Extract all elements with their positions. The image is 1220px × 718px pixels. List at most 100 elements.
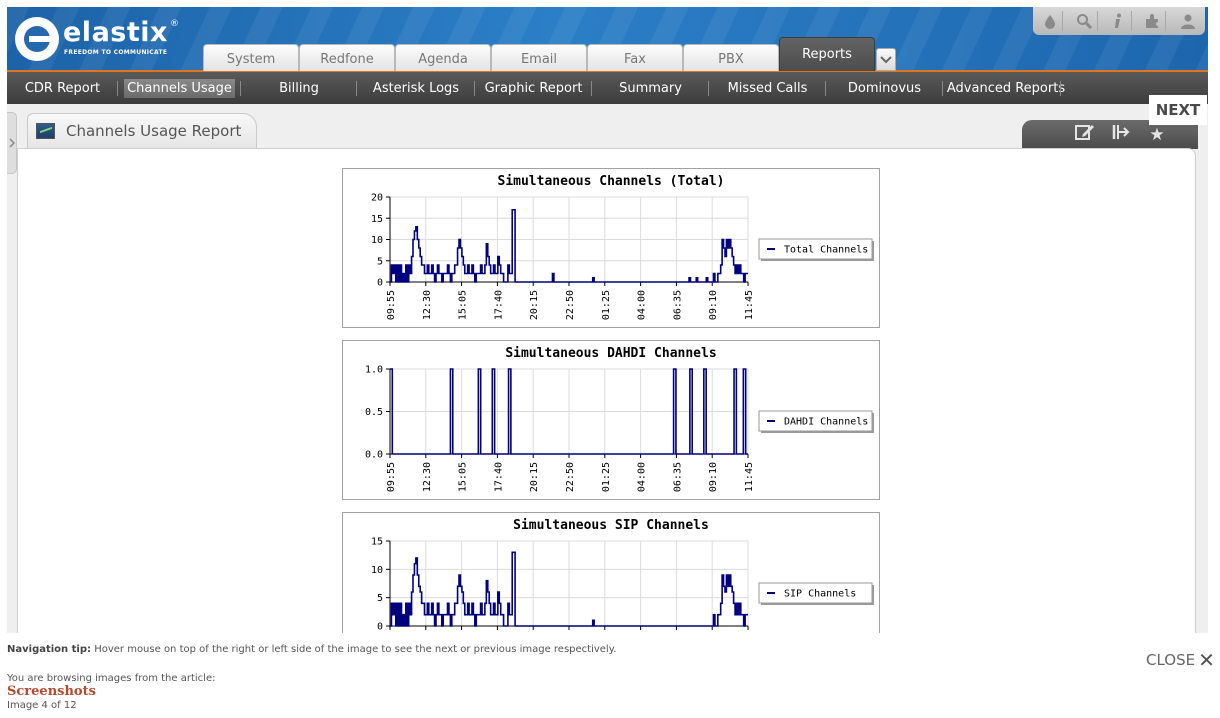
subnav-dominovus[interactable]: Dominovus xyxy=(826,72,943,104)
series-line xyxy=(390,551,748,627)
info-icon[interactable] xyxy=(1106,11,1132,31)
elastix-logo[interactable]: elastix ® FREEDOM TO COMMUNICATE xyxy=(15,15,205,65)
y-tick-label: 0.5 xyxy=(365,407,383,418)
subnav-divider xyxy=(1060,81,1061,96)
tab-fax[interactable]: Fax xyxy=(587,44,683,71)
chevron-right-icon xyxy=(8,138,15,148)
x-tick-label: 01:25 xyxy=(601,462,612,492)
y-tick-label: 10 xyxy=(371,565,383,576)
chart-title: Simultaneous SIP Channels xyxy=(513,518,709,533)
legend-box xyxy=(758,410,873,432)
subnav-label: Billing xyxy=(279,80,319,96)
header-bar: elastix ® FREEDOM TO COMMUNICATE System … xyxy=(7,7,1208,71)
tab-pbx[interactable]: PBX xyxy=(683,44,779,71)
chart-title: Simultaneous Channels (Total) xyxy=(498,174,725,189)
legend-label: DAHDI Channels xyxy=(784,417,868,428)
tab-reports[interactable]: Reports xyxy=(779,37,875,71)
subnav-label: Asterisk Logs xyxy=(372,80,460,96)
sip-channels-chart: 09:55 12:30 15:05 17:40 20:15 22:50 01:25 04:00… xyxy=(342,512,880,633)
x-tick-label: 06:35 xyxy=(672,462,683,492)
subnav-billing[interactable]: Billing xyxy=(241,72,357,104)
puzzle-icon[interactable] xyxy=(1140,11,1167,31)
y-tick-label: 0 xyxy=(377,622,383,633)
tab-system[interactable]: System xyxy=(203,44,299,71)
content-area: ★ Channels Usage Report 09:55 12:30 15:05 1… xyxy=(7,104,1208,633)
expand-icon[interactable] xyxy=(1110,123,1132,146)
subnav-asterisk-logs[interactable]: Asterisk Logs xyxy=(357,72,475,104)
total-channels-chart: 09:55 12:30 15:05 17:40 20:15 22:50 01:25 04:00… xyxy=(342,168,880,328)
x-tick-label: 17:40 xyxy=(493,290,504,320)
subnav-graphic-report[interactable]: Graphic Report xyxy=(475,72,592,104)
subnav-channels-usage[interactable]: Channels Usage xyxy=(118,72,241,104)
subnav-summary[interactable]: Summary xyxy=(592,72,709,104)
star-icon[interactable]: ★ xyxy=(1149,124,1165,145)
logo-text: elastix xyxy=(63,17,168,48)
legend-label: SIP Channels xyxy=(784,589,856,600)
screenshot-frame: elastix ® FREEDOM TO COMMUNICATE System … xyxy=(7,7,1208,633)
subnav-label: Summary xyxy=(619,80,682,96)
chart-title: Simultaneous DAHDI Channels xyxy=(505,346,716,361)
dahdi-channels-chart: 09:55 12:30 15:05 17:40 20:15 22:50 01:25 04:00… xyxy=(342,340,880,500)
edit-icon[interactable] xyxy=(1074,123,1096,146)
x-tick-label: 22:50 xyxy=(565,462,576,492)
series-line xyxy=(390,368,748,455)
x-tick-label: 09:55 xyxy=(386,290,397,320)
browse-text: You are browsing images from the article… xyxy=(7,673,216,684)
tabs-more-button[interactable] xyxy=(876,48,896,71)
left-collapse-handle[interactable] xyxy=(7,112,17,174)
panel-body: 09:55 12:30 15:05 17:40 20:15 22:50 01:25 04:00… xyxy=(17,148,1196,633)
x-tick-label: 12:30 xyxy=(422,462,433,492)
x-tick-label: 09:55 xyxy=(386,462,397,492)
article-link[interactable]: Screenshots xyxy=(7,684,96,699)
subnav-label: Channels Usage xyxy=(124,78,235,98)
tab-agenda[interactable]: Agenda xyxy=(395,44,491,71)
subnav-missed-calls[interactable]: Missed Calls xyxy=(709,72,826,104)
y-tick-label: 15 xyxy=(371,537,383,548)
subnav-cdr-report[interactable]: CDR Report xyxy=(7,72,118,104)
x-tick-label: 15:05 xyxy=(458,290,469,320)
tab-redfone[interactable]: Redfone xyxy=(299,44,395,71)
x-tick-label: 12:30 xyxy=(422,290,433,320)
x-tick-label: 20:15 xyxy=(529,290,540,320)
drop-icon[interactable] xyxy=(1037,11,1064,31)
y-tick-label: 1.0 xyxy=(365,365,383,376)
x-tick-label: 11:45 xyxy=(744,290,755,320)
x-tick-label: 09:10 xyxy=(708,462,719,492)
x-tick-label: 22:50 xyxy=(565,290,576,320)
logo-mark-icon xyxy=(15,17,59,61)
y-tick-label: 0 xyxy=(377,278,383,289)
chevron-down-icon xyxy=(880,55,892,63)
header-divider xyxy=(7,70,1208,72)
close-label: CLOSE xyxy=(1146,651,1196,669)
navigation-tip: Navigation tip: Hover mouse on top of th… xyxy=(7,644,616,655)
x-tick-label: 11:45 xyxy=(744,462,755,492)
y-tick-label: 20 xyxy=(371,193,383,204)
close-icon: ✕ xyxy=(1198,648,1215,672)
x-tick-label: 15:05 xyxy=(458,462,469,492)
panel-title: Channels Usage Report xyxy=(66,122,242,140)
main-tabs: System Redfone Agenda Email Fax PBX Repo… xyxy=(203,37,875,71)
x-tick-label: 04:00 xyxy=(637,290,648,320)
search-icon[interactable] xyxy=(1072,11,1098,31)
x-tick-label: 01:25 xyxy=(601,290,612,320)
nav-tip-text: Hover mouse on top of the right or left … xyxy=(94,644,617,655)
top-toolbar xyxy=(1033,7,1205,35)
y-tick-label: 10 xyxy=(371,235,383,246)
y-tick-label: 15 xyxy=(371,214,383,225)
legend-label: Total Channels xyxy=(784,245,868,256)
logo-registered: ® xyxy=(170,19,179,29)
legend-box xyxy=(758,238,873,260)
user-icon[interactable] xyxy=(1175,11,1201,31)
nav-tip-label: Navigation tip: xyxy=(7,644,92,655)
subnav-label: Advanced Reports xyxy=(946,80,1066,96)
x-tick-label: 06:35 xyxy=(672,290,683,320)
x-tick-label: 04:00 xyxy=(637,462,648,492)
subnav-advanced-reports[interactable]: Advanced Reports xyxy=(943,72,1069,104)
close-button[interactable]: CLOSE ✕ xyxy=(1146,648,1215,672)
sub-navigation: CDR Report Channels Usage Billing Asteri… xyxy=(7,72,1208,104)
series-line xyxy=(390,208,748,283)
next-image-button[interactable]: NEXT xyxy=(1149,95,1207,125)
tab-email[interactable]: Email xyxy=(491,44,587,71)
subnav-label: Missed Calls xyxy=(727,80,808,96)
subnav-label: Dominovus xyxy=(847,80,922,96)
